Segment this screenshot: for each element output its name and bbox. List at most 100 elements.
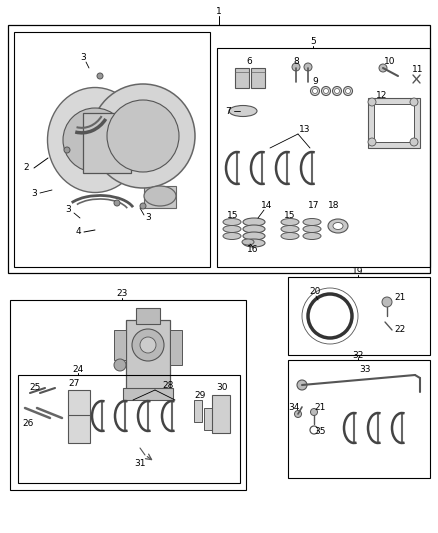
Text: 9: 9 <box>312 77 318 86</box>
Text: 2: 2 <box>23 164 29 173</box>
Ellipse shape <box>346 88 350 93</box>
Circle shape <box>64 147 70 153</box>
Bar <box>126 320 170 390</box>
Bar <box>14 32 210 267</box>
Ellipse shape <box>321 86 331 95</box>
Ellipse shape <box>243 239 265 247</box>
Text: 32: 32 <box>352 351 364 359</box>
Ellipse shape <box>144 186 176 206</box>
Bar <box>204 408 212 430</box>
Ellipse shape <box>332 86 342 95</box>
Text: 21: 21 <box>314 402 326 411</box>
Bar <box>10 300 246 490</box>
Circle shape <box>114 359 126 371</box>
Circle shape <box>114 200 120 206</box>
Text: 3: 3 <box>80 53 86 62</box>
Text: 7: 7 <box>225 107 231 116</box>
Circle shape <box>292 63 300 71</box>
Bar <box>114 330 126 360</box>
Circle shape <box>297 380 307 390</box>
Ellipse shape <box>303 219 321 225</box>
Ellipse shape <box>223 225 241 232</box>
Ellipse shape <box>281 219 299 225</box>
Text: 15: 15 <box>227 211 239 220</box>
Text: 15: 15 <box>284 211 296 220</box>
Bar <box>374 104 414 142</box>
Bar <box>123 388 173 400</box>
Text: 17: 17 <box>308 200 320 209</box>
Ellipse shape <box>312 88 318 93</box>
Circle shape <box>410 138 418 146</box>
Ellipse shape <box>229 106 257 117</box>
Text: 3: 3 <box>31 189 37 198</box>
Ellipse shape <box>324 88 328 93</box>
Ellipse shape <box>223 232 241 239</box>
Text: 11: 11 <box>412 66 424 75</box>
Bar <box>68 390 90 418</box>
Circle shape <box>379 64 387 72</box>
Text: 27: 27 <box>68 379 80 389</box>
Bar <box>8 25 430 273</box>
Text: 18: 18 <box>328 200 340 209</box>
Bar <box>144 186 176 208</box>
Ellipse shape <box>333 222 343 230</box>
Text: 19: 19 <box>352 268 364 277</box>
Bar <box>170 330 182 365</box>
Ellipse shape <box>328 219 348 233</box>
Bar <box>368 98 420 148</box>
Text: 3: 3 <box>65 206 71 214</box>
Circle shape <box>91 84 195 188</box>
Ellipse shape <box>243 232 265 240</box>
Circle shape <box>294 410 301 417</box>
Bar <box>288 277 430 355</box>
Bar <box>194 400 202 422</box>
Text: 21: 21 <box>394 294 406 303</box>
Circle shape <box>368 138 376 146</box>
Text: 29: 29 <box>194 392 206 400</box>
Circle shape <box>140 337 156 353</box>
Bar <box>18 375 240 483</box>
Text: 34: 34 <box>288 403 300 413</box>
Text: 25: 25 <box>29 384 41 392</box>
Ellipse shape <box>281 232 299 239</box>
Circle shape <box>368 98 376 106</box>
Ellipse shape <box>243 225 265 233</box>
Circle shape <box>382 297 392 307</box>
Ellipse shape <box>47 87 142 192</box>
Bar <box>251 68 265 88</box>
Circle shape <box>97 73 103 79</box>
Bar <box>136 308 160 324</box>
Ellipse shape <box>335 88 339 93</box>
Text: 31: 31 <box>134 459 146 469</box>
Ellipse shape <box>281 225 299 232</box>
Bar <box>288 360 430 478</box>
Circle shape <box>311 408 318 416</box>
Ellipse shape <box>242 239 254 245</box>
Bar <box>217 48 430 267</box>
Text: 6: 6 <box>246 58 252 67</box>
Circle shape <box>304 63 312 71</box>
Text: 26: 26 <box>22 419 34 429</box>
Ellipse shape <box>223 219 241 225</box>
Bar <box>235 68 249 88</box>
Bar <box>83 113 131 173</box>
Text: 4: 4 <box>75 228 81 237</box>
Text: 28: 28 <box>162 382 174 391</box>
Text: 1: 1 <box>216 6 222 15</box>
Text: 35: 35 <box>314 427 326 437</box>
Text: 20: 20 <box>309 287 321 296</box>
Bar <box>212 395 230 433</box>
Text: 22: 22 <box>394 326 406 335</box>
Circle shape <box>410 98 418 106</box>
Text: 16: 16 <box>247 246 259 254</box>
Text: 12: 12 <box>376 91 388 100</box>
Text: 14: 14 <box>261 200 273 209</box>
Ellipse shape <box>303 232 321 239</box>
Circle shape <box>140 203 146 209</box>
Text: 3: 3 <box>145 214 151 222</box>
Text: 5: 5 <box>310 37 316 46</box>
Circle shape <box>132 329 164 361</box>
Bar <box>68 415 90 443</box>
Ellipse shape <box>243 218 265 226</box>
Circle shape <box>63 108 127 172</box>
